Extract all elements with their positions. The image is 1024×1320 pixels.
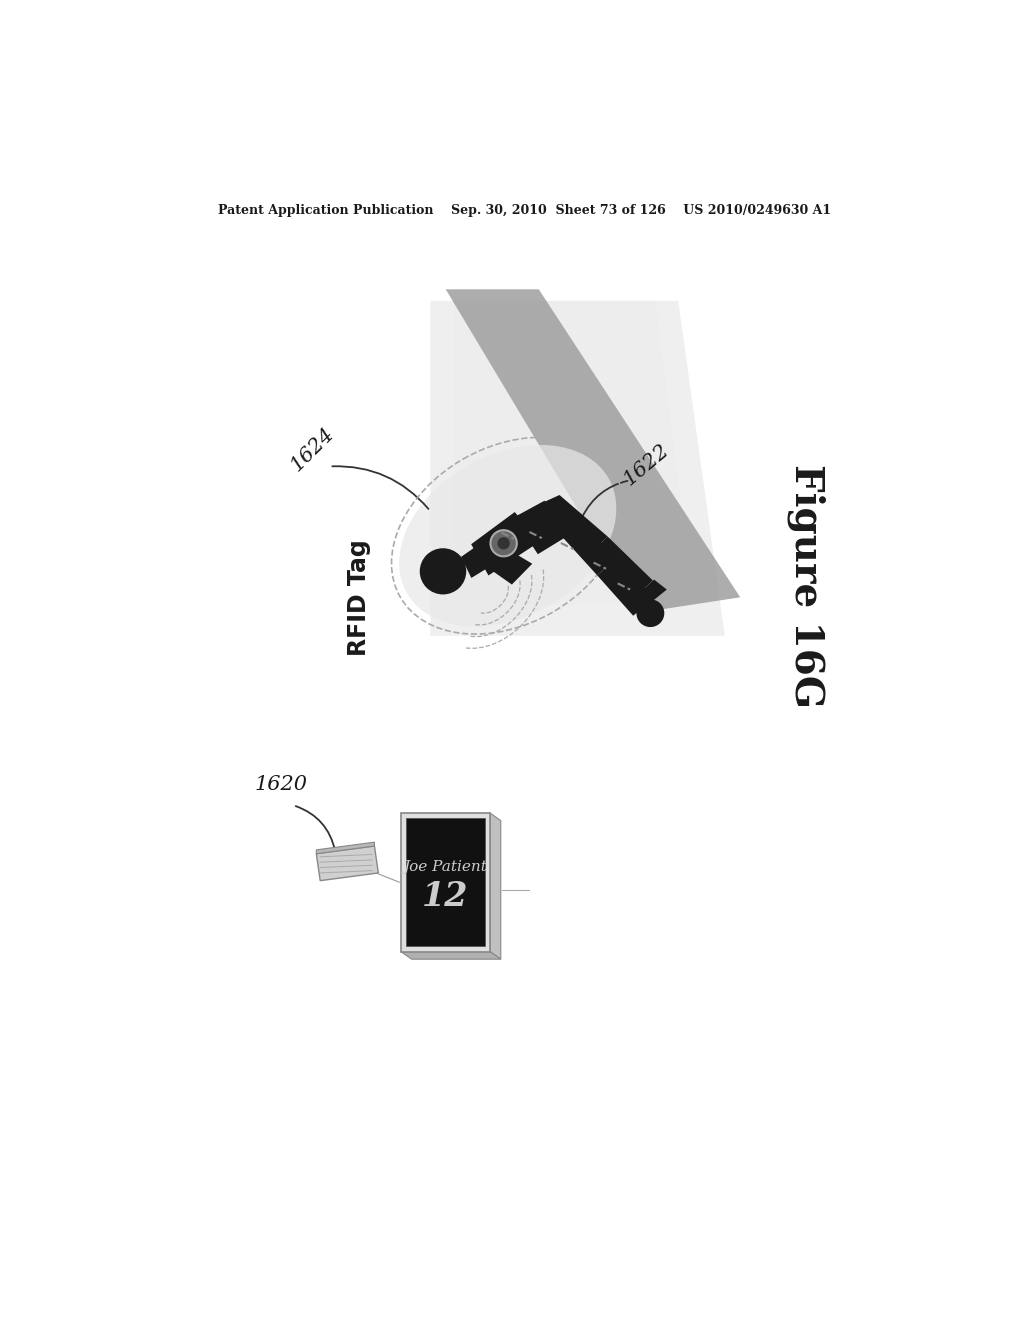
Text: 1620: 1620 xyxy=(255,775,308,793)
Polygon shape xyxy=(589,537,653,599)
Ellipse shape xyxy=(399,445,616,627)
Bar xyxy=(407,818,484,946)
Polygon shape xyxy=(633,579,667,610)
Circle shape xyxy=(498,537,510,549)
Circle shape xyxy=(490,531,517,556)
Text: Joe Patient: Joe Patient xyxy=(403,859,487,874)
Polygon shape xyxy=(316,846,378,880)
Bar xyxy=(400,813,489,952)
Polygon shape xyxy=(471,512,540,576)
Polygon shape xyxy=(430,301,725,636)
Circle shape xyxy=(420,548,466,594)
Text: 1624: 1624 xyxy=(287,424,338,475)
Circle shape xyxy=(636,599,665,627)
Polygon shape xyxy=(478,540,532,585)
Polygon shape xyxy=(400,952,501,960)
Polygon shape xyxy=(514,500,572,554)
Polygon shape xyxy=(316,842,375,854)
Polygon shape xyxy=(555,515,617,576)
Text: RFID Tag: RFID Tag xyxy=(347,539,371,656)
Polygon shape xyxy=(445,289,740,612)
Text: 1622: 1622 xyxy=(621,441,673,490)
Polygon shape xyxy=(454,301,693,605)
Polygon shape xyxy=(489,813,501,960)
Text: Figure 16G: Figure 16G xyxy=(786,463,825,708)
Text: 12: 12 xyxy=(422,879,469,912)
Polygon shape xyxy=(540,495,608,554)
Text: Patent Application Publication    Sep. 30, 2010  Sheet 73 of 126    US 2010/0249: Patent Application Publication Sep. 30, … xyxy=(218,205,831,218)
Polygon shape xyxy=(461,548,495,578)
Polygon shape xyxy=(597,558,654,615)
